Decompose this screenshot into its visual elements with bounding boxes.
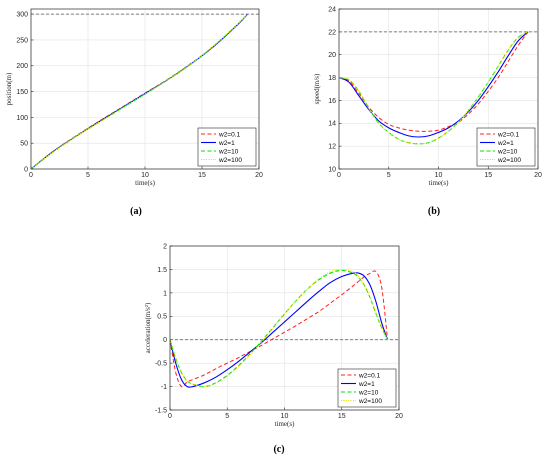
series-line-w2-1 xyxy=(170,272,389,388)
y-axis-label: speed(m/s) xyxy=(313,73,321,104)
y-tick-label: 0 xyxy=(24,166,28,173)
x-tick-label: 10 xyxy=(141,172,149,179)
axes-frame xyxy=(30,8,260,170)
x-axis-label: time(s) xyxy=(275,420,295,428)
y-tick-label: 2 xyxy=(163,243,167,250)
y-tick-label: -0.5 xyxy=(155,361,167,368)
chart-b: 0 5 10 15 20 10 12 14 16 18 20 22 24 time(s) speed(m/s… xyxy=(313,6,542,217)
legend-label: w2=100 xyxy=(358,398,382,405)
y-tick-label: 50 xyxy=(20,141,28,148)
y-tick-label: 12 xyxy=(328,144,336,151)
x-tick-label: 20 xyxy=(395,413,403,420)
series-line-w2-100 xyxy=(339,31,529,145)
y-tick-label: 250 xyxy=(16,37,28,44)
x-tick-label: 0 xyxy=(29,172,33,179)
legend: w2=0.1 w2=1w2=10 w2=100 xyxy=(197,127,257,167)
legend-label: w2=10 xyxy=(358,389,379,396)
series-line-w2-100 xyxy=(31,13,248,169)
y-tick-label: 22 xyxy=(328,29,336,36)
legend-label: w2=1 xyxy=(497,140,514,147)
series-line-w2-10 xyxy=(170,269,389,388)
y-tick-label: 20 xyxy=(328,52,336,59)
legend-label: w2=100 xyxy=(497,157,521,164)
y-tick-label: 1 xyxy=(163,290,167,297)
axes-frame xyxy=(338,8,539,170)
axes-frame xyxy=(169,245,400,411)
y-tick-label: 14 xyxy=(328,121,336,128)
legend: w2=0.1 w2=1w2=10 w2=100 xyxy=(337,368,397,408)
x-tick-label: 5 xyxy=(387,172,391,179)
y-tick-label: 150 xyxy=(16,89,28,96)
legend-label: w2=1 xyxy=(218,140,235,147)
y-tick-label: -1 xyxy=(161,384,167,391)
panel-label: (b) xyxy=(428,206,440,217)
panel-label: (c) xyxy=(273,444,284,455)
y-tick-label: 1.5 xyxy=(157,267,167,274)
x-tick-label: 0 xyxy=(168,413,172,420)
x-tick-label: 15 xyxy=(198,172,206,179)
legend-label: w2=0.1 xyxy=(218,131,241,138)
x-tick-label: 15 xyxy=(484,172,492,179)
x-tick-label: 15 xyxy=(338,413,346,420)
legend-label: w2=0.1 xyxy=(497,131,520,138)
chart-a: 0 5 10 15 20050100150200250300time(s)positio… xyxy=(5,8,263,217)
legend-label: w2=100 xyxy=(218,157,242,164)
legend-label: w2=10 xyxy=(218,148,239,155)
chart-c: 0 5 10 15 20 -1.5 -1 -0.5 0 0.5 1 1.5 2 time(s) accele… xyxy=(144,243,403,455)
y-tick-label: 0 xyxy=(163,337,167,344)
y-tick-label: 300 xyxy=(16,12,28,19)
y-tick-label: 100 xyxy=(16,115,28,122)
x-tick-label: 10 xyxy=(435,172,443,179)
panel-label: (a) xyxy=(130,206,142,217)
x-tick-label: 20 xyxy=(255,172,263,179)
x-tick-label: 5 xyxy=(225,413,229,420)
legend: w2=0.1 w2=1w2=10 w2=100 xyxy=(476,127,536,167)
y-tick-label: -1.5 xyxy=(155,407,167,414)
y-tick-label: 0.5 xyxy=(157,314,167,321)
y-axis-label: acceleration(m/s²) xyxy=(144,302,152,353)
series-line-w2-100 xyxy=(170,268,389,388)
x-axis-label: time(s) xyxy=(135,179,155,187)
y-tick-label: 18 xyxy=(328,75,336,82)
legend-label: w2=1 xyxy=(358,381,375,388)
y-tick-label: 24 xyxy=(328,6,336,13)
x-tick-label: 10 xyxy=(281,413,289,420)
x-tick-label: 5 xyxy=(86,172,90,179)
y-tick-label: 16 xyxy=(328,98,336,105)
legend-label: w2=0.1 xyxy=(358,372,381,379)
x-axis-label: time(s) xyxy=(429,179,449,187)
y-tick-label: 200 xyxy=(16,63,28,70)
x-tick-label: 0 xyxy=(337,172,341,179)
y-tick-label: 10 xyxy=(328,166,336,173)
legend-label: w2=10 xyxy=(497,148,518,155)
x-tick-label: 20 xyxy=(534,172,542,179)
y-axis-label: position(m) xyxy=(5,72,13,105)
